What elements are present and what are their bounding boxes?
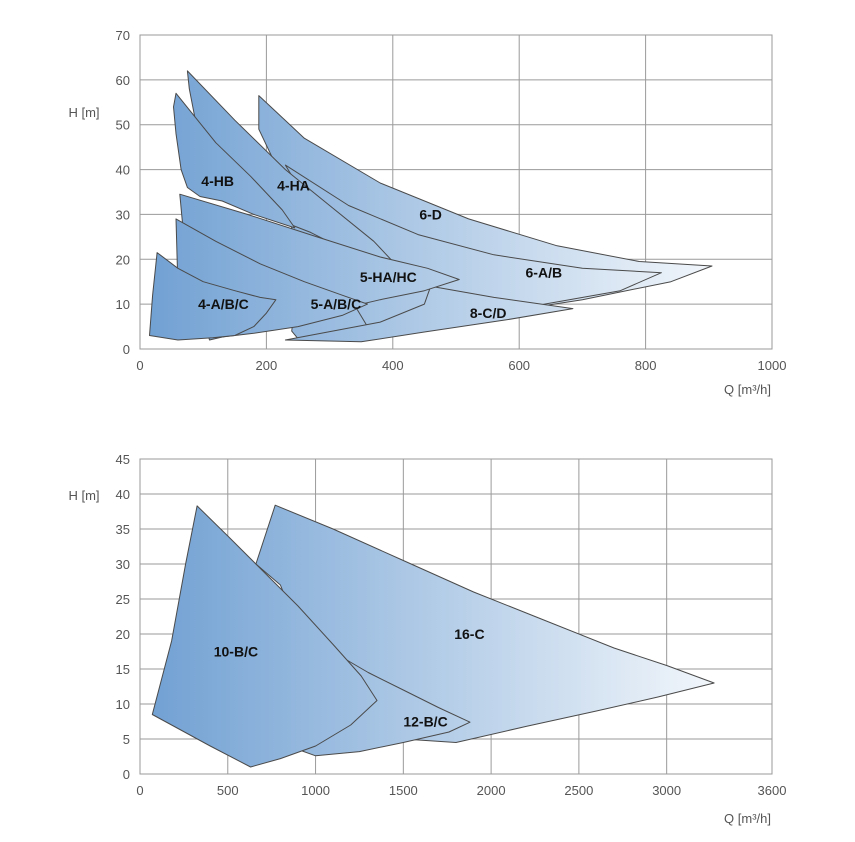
x-tick-label: 500 [217, 783, 239, 798]
area-label-16-c: 16-C [454, 626, 484, 642]
x-axis-label: Q [m³/h] [724, 811, 771, 826]
area-label-4-a-b-c: 4-A/B/C [198, 296, 249, 312]
x-tick-label: 1000 [301, 783, 330, 798]
area-label-12-b-c: 12-B/C [403, 714, 447, 730]
y-axis-label: H [m] [68, 488, 99, 503]
x-tick-label: 800 [635, 358, 657, 373]
area-label-5-a-b-c: 5-A/B/C [311, 296, 362, 312]
chart-top: 6-D 6-A/B 8-C/D 4-HA 4-HB 5-HA/HC 5-A/B/C 4-A/B… [68, 28, 786, 397]
x-tick-label: 200 [256, 358, 278, 373]
area-series [149, 70, 713, 343]
y-tick-label: 40 [116, 487, 130, 502]
y-tick-label: 40 [116, 163, 130, 178]
y-tick-label: 45 [116, 452, 130, 467]
x-tick-label: 0 [136, 783, 143, 798]
area-4-hb [173, 92, 296, 229]
y-tick-label: 20 [116, 252, 130, 267]
area-label-10-b-c: 10-B/C [214, 644, 258, 660]
area-label-4-ha: 4-HA [277, 177, 310, 193]
plot-frame [139, 458, 773, 775]
area-label-6-a-b: 6-A/B [526, 265, 563, 281]
x-tick-label: 2500 [564, 783, 593, 798]
area-label-6-d: 6-D [419, 206, 442, 222]
x-tick-label: 1500 [389, 783, 418, 798]
y-tick-label: 30 [116, 557, 130, 572]
x-tick-label: 600 [508, 358, 530, 373]
x-tick-label: 1000 [758, 358, 787, 373]
area-labels: 16-C 12-B/C 10-B/C [214, 626, 485, 730]
x-tick-label: 3600 [758, 783, 787, 798]
y-tick-label: 10 [116, 697, 130, 712]
y-tick-label: 0 [123, 342, 130, 357]
area-label-8-c-d: 8-C/D [470, 305, 507, 321]
plot-frame [139, 34, 773, 350]
y-tick-label: 20 [116, 627, 130, 642]
x-tick-label: 0 [136, 358, 143, 373]
area-label-5-ha-hc: 5-HA/HC [360, 269, 417, 285]
y-tick-label: 60 [116, 73, 130, 88]
y-tick-label: 35 [116, 522, 130, 537]
area-4-a-b-c [149, 252, 277, 341]
chart-bottom: 16-C12-B/C10-B/C0 500 1000 1500 2000 2500 3000… [68, 452, 786, 826]
y-tick-label: 70 [116, 28, 130, 43]
y-tick-label: 10 [116, 297, 130, 312]
y-axis-label: H [m] [68, 105, 99, 120]
y-tick-label: 0 [123, 767, 130, 782]
area-10-b-c [151, 505, 378, 768]
x-axis-label: Q [m³/h] [724, 382, 771, 397]
y-tick-label: 5 [123, 732, 130, 747]
tick-labels: 0 500 1000 1500 2000 2500 3000 3600 0 5 10 15 20 25 30… [116, 452, 787, 798]
x-tick-label: 3000 [652, 783, 681, 798]
y-tick-label: 25 [116, 592, 130, 607]
area-labels: 6-D 6-A/B 8-C/D 4-HA 4-HB 5-HA/HC 5-A/B/C 4-A/B… [198, 173, 562, 321]
tick-labels: 0 200 400 600 800 1000 0 10 20 30 40 50 60 70 [116, 28, 787, 373]
area-series [151, 504, 715, 768]
x-tick-label: 400 [382, 358, 404, 373]
area-8-c-d [284, 285, 574, 343]
area-label-4-hb: 4-HB [201, 173, 234, 189]
y-tick-label: 30 [116, 207, 130, 222]
y-tick-label: 50 [116, 118, 130, 133]
y-tick-label: 15 [116, 662, 130, 677]
x-tick-label: 2000 [477, 783, 506, 798]
